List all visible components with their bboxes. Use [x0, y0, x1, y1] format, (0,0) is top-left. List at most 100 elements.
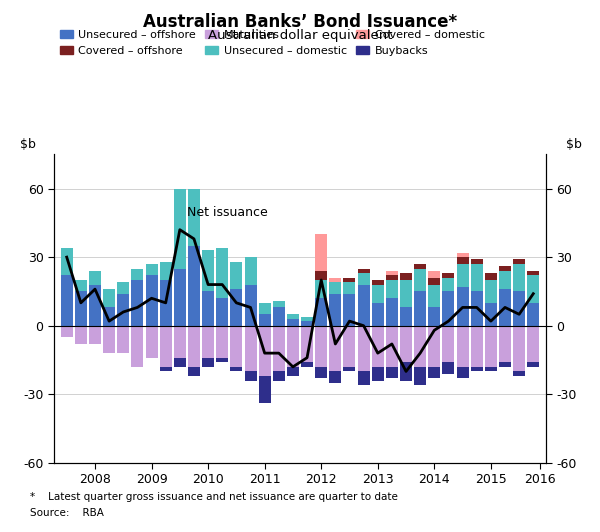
Bar: [499, 267, 511, 271]
Bar: [386, 367, 398, 378]
Bar: [230, 262, 242, 289]
Bar: [329, 371, 341, 383]
Bar: [245, 285, 257, 326]
Bar: [428, 326, 440, 367]
Legend: Unsecured – offshore, Covered – offshore, Maturities, Unsecured – domestic, Cove: Unsecured – offshore, Covered – offshore…: [59, 30, 485, 56]
Bar: [188, 246, 200, 326]
Bar: [442, 362, 454, 373]
Bar: [400, 307, 412, 326]
Bar: [188, 367, 200, 376]
Bar: [442, 278, 454, 292]
Bar: [131, 326, 143, 367]
Bar: [146, 264, 158, 276]
Bar: [75, 292, 87, 326]
Bar: [499, 362, 511, 367]
Bar: [372, 367, 384, 380]
Bar: [188, 326, 200, 367]
Bar: [400, 362, 412, 380]
Bar: [527, 303, 539, 326]
Bar: [259, 326, 271, 376]
Bar: [103, 289, 115, 307]
Bar: [513, 371, 525, 376]
Bar: [414, 264, 426, 269]
Text: $b: $b: [20, 138, 35, 151]
Bar: [146, 326, 158, 358]
Bar: [457, 257, 469, 264]
Bar: [315, 326, 327, 367]
Bar: [428, 307, 440, 326]
Bar: [103, 307, 115, 326]
Bar: [287, 314, 299, 319]
Bar: [527, 271, 539, 276]
Bar: [442, 326, 454, 362]
Bar: [414, 269, 426, 292]
Bar: [75, 280, 87, 292]
Bar: [202, 358, 214, 367]
Bar: [428, 278, 440, 285]
Bar: [131, 269, 143, 280]
Bar: [457, 326, 469, 367]
Bar: [400, 273, 412, 280]
Bar: [188, 188, 200, 246]
Bar: [471, 292, 483, 326]
Bar: [160, 262, 172, 280]
Bar: [216, 326, 228, 358]
Bar: [61, 326, 73, 337]
Bar: [457, 264, 469, 287]
Bar: [273, 307, 285, 326]
Bar: [315, 367, 327, 378]
Bar: [301, 326, 313, 362]
Bar: [372, 303, 384, 326]
Bar: [329, 294, 341, 326]
Bar: [457, 287, 469, 326]
Bar: [414, 292, 426, 326]
Bar: [230, 326, 242, 367]
Bar: [442, 273, 454, 278]
Bar: [160, 367, 172, 371]
Text: Source:    RBA: Source: RBA: [30, 508, 104, 518]
Bar: [527, 362, 539, 367]
Bar: [245, 326, 257, 371]
Bar: [457, 253, 469, 257]
Bar: [485, 367, 497, 371]
Bar: [202, 326, 214, 358]
Bar: [527, 326, 539, 362]
Bar: [499, 289, 511, 326]
Bar: [485, 273, 497, 280]
Text: *    Latest quarter gross issuance and net issuance are quarter to date: * Latest quarter gross issuance and net …: [30, 492, 398, 502]
Bar: [513, 264, 525, 292]
Bar: [216, 248, 228, 298]
Bar: [174, 326, 186, 358]
Bar: [358, 371, 370, 385]
Bar: [89, 271, 101, 285]
Bar: [358, 269, 370, 273]
Text: Net issuance: Net issuance: [187, 206, 268, 219]
Bar: [230, 367, 242, 371]
Bar: [61, 248, 73, 276]
Bar: [527, 276, 539, 303]
Bar: [386, 326, 398, 367]
Bar: [358, 273, 370, 285]
Bar: [400, 326, 412, 362]
Bar: [471, 367, 483, 371]
Bar: [386, 298, 398, 326]
Text: $b: $b: [566, 138, 581, 151]
Bar: [329, 278, 341, 282]
Bar: [457, 367, 469, 378]
Bar: [343, 282, 355, 294]
Bar: [358, 326, 370, 371]
Bar: [160, 280, 172, 326]
Bar: [174, 269, 186, 326]
Bar: [315, 271, 327, 280]
Bar: [202, 250, 214, 292]
Bar: [117, 282, 129, 294]
Bar: [485, 326, 497, 367]
Bar: [287, 326, 299, 367]
Bar: [301, 317, 313, 321]
Bar: [471, 326, 483, 367]
Bar: [315, 234, 327, 271]
Bar: [315, 280, 327, 298]
Text: Australian Banks’ Bond Issuance*: Australian Banks’ Bond Issuance*: [143, 13, 457, 31]
Bar: [315, 298, 327, 326]
Bar: [414, 326, 426, 367]
